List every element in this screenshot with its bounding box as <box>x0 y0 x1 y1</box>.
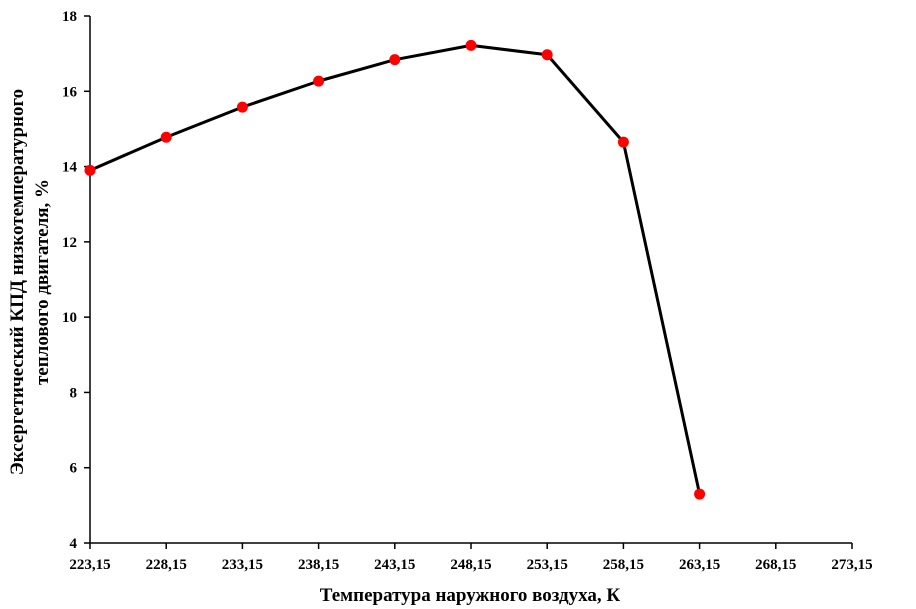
data-point <box>160 131 172 143</box>
x-axis-ticks: 223,15 228,15 233,15 238,15 243,15 248,15 253,… <box>69 543 873 573</box>
x-tick-label: 238,15 <box>298 557 339 573</box>
y-tick-label: 12 <box>62 235 77 251</box>
y-tick-label: 4 <box>70 536 78 552</box>
x-tick-label: 223,15 <box>69 557 110 573</box>
x-tick-label: 248,15 <box>450 557 491 573</box>
data-point <box>694 488 706 500</box>
y-tick-label: 14 <box>62 160 78 176</box>
data-point <box>236 101 248 113</box>
data-point <box>541 49 553 61</box>
y-tick-label: 16 <box>62 84 78 100</box>
x-tick-label: 233,15 <box>222 557 263 573</box>
data-point <box>617 136 629 148</box>
x-axis-label: Температура наружного воздуха, К <box>320 585 621 606</box>
x-tick-label: 268,15 <box>755 557 796 573</box>
y-tick-label: 8 <box>70 385 78 401</box>
x-tick-label: 263,15 <box>679 557 720 573</box>
x-tick-label: 228,15 <box>146 557 187 573</box>
x-tick-label: 253,15 <box>527 557 568 573</box>
y-tick-label: 18 <box>62 9 77 25</box>
y-axis-label: Эксергетический КПД низкотемпературного … <box>7 89 53 475</box>
y-tick-label: 10 <box>62 310 77 326</box>
x-tick-label: 273,15 <box>831 557 872 573</box>
y-axis-label-line1: Эксергетический КПД низкотемпературного <box>7 89 28 475</box>
data-point <box>313 75 325 87</box>
series-group <box>84 39 706 500</box>
y-axis-ticks: 4 6 8 10 12 14 16 18 <box>62 9 90 552</box>
axes <box>89 16 852 544</box>
y-tick-label: 6 <box>70 461 78 477</box>
data-point <box>84 164 96 176</box>
data-point <box>465 39 477 51</box>
x-tick-label: 243,15 <box>374 557 415 573</box>
data-point <box>389 54 401 66</box>
series-line <box>89 43 702 495</box>
y-axis-label-line2: теплового двигателя, % <box>32 179 53 385</box>
x-tick-label: 258,15 <box>603 557 644 573</box>
